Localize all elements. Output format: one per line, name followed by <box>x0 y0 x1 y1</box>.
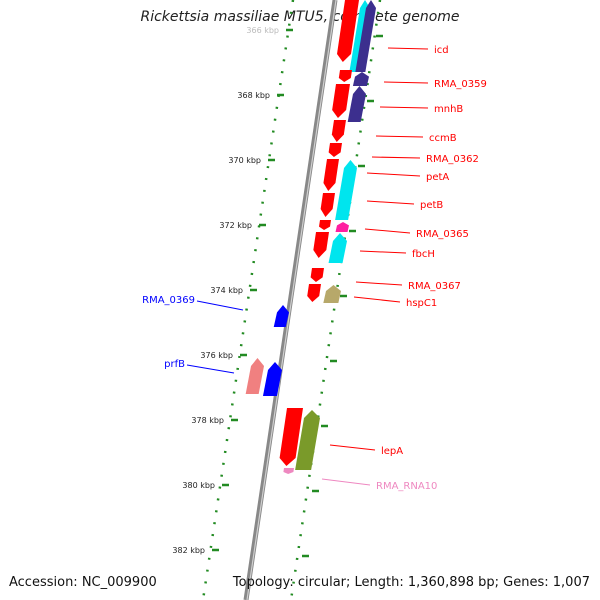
gene-rma0359-product <box>352 72 369 86</box>
gene-callout-line <box>366 200 415 205</box>
gene-label: mnhB <box>434 104 463 115</box>
gene-label: ccmB <box>429 133 457 144</box>
gene-hspC1-feature <box>307 284 321 302</box>
gene-label: RMA_0367 <box>408 281 461 292</box>
gene-callout-line <box>383 81 429 84</box>
dotted-tick-line <box>289 0 382 600</box>
gene-rma0359-feature <box>338 70 352 82</box>
gene-cds-feature <box>355 0 376 72</box>
tick-dot-lines <box>201 0 382 600</box>
gene-features <box>245 0 376 474</box>
gene-fbcH-product <box>328 233 347 263</box>
scale-tick-label: 366 kbp <box>246 26 279 35</box>
scale-tick-label: 380 kbp <box>182 481 215 490</box>
scale-tick-label: 374 kbp <box>210 286 243 295</box>
scale-tick-label: 370 kbp <box>228 156 261 165</box>
gene-label: prfB <box>164 359 185 370</box>
gene-label: RMA_0362 <box>426 154 479 165</box>
topology-label: Topology: circular; Length: 1,360,898 bp… <box>232 575 590 590</box>
gene-rma0367-feature <box>310 268 324 282</box>
gene-icd-feature <box>337 0 359 62</box>
map-title: Rickettsia massiliae MTU5, complete geno… <box>140 9 460 25</box>
gene-mnhB-product <box>347 86 366 122</box>
gene-hspC1-product <box>323 285 341 303</box>
gene-rna10-feature <box>283 468 294 474</box>
scale-tick-label: 378 kbp <box>191 416 224 425</box>
gene-rma0365-feature <box>319 220 331 230</box>
gene-callout-line <box>371 156 421 159</box>
gene-mnhB-feature <box>332 84 350 118</box>
gene-prfB-product <box>262 362 282 396</box>
gene-callout-line <box>321 478 371 486</box>
gene-petA-product <box>335 160 357 220</box>
scale-tick-label: 372 kbp <box>219 221 252 230</box>
accession-label: Accession: NC_009900 <box>9 575 157 590</box>
scale-tick-label: 376 kbp <box>200 351 233 360</box>
gene-label: petB <box>420 200 443 211</box>
gene-label: lepA <box>381 446 403 457</box>
gene-callout-line <box>387 47 429 50</box>
gene-callout-line <box>379 106 429 109</box>
gene-rma0362-feature <box>328 143 342 157</box>
scale-ticks: 366 kbp 368 kbp 370 kbp 372 kbp 374 kbp 376 k… <box>172 26 383 558</box>
scale-tick-label: 382 kbp <box>172 546 205 555</box>
scale-tick-label: 368 kbp <box>237 91 270 100</box>
gene-callout-line <box>329 444 376 451</box>
gene-callout-line <box>366 172 421 177</box>
gene-label: RMA_0359 <box>434 79 487 90</box>
gene-callout-line <box>353 296 401 303</box>
gene-label: petA <box>426 172 449 183</box>
gene-fbcH-feature <box>313 232 329 258</box>
gene-label: hspC1 <box>406 298 437 309</box>
gene-callout-line <box>196 300 244 311</box>
gene-rma0365-product <box>335 222 349 232</box>
gene-label: RMA_0365 <box>416 229 469 240</box>
gene-label: icd <box>434 45 449 56</box>
genome-backbone <box>243 0 338 600</box>
gene-label: RMA_RNA10 <box>376 481 437 492</box>
gene-callouts: icd RMA_0359 mnhB ccmB RMA_0362 petA petB RMA_0… <box>142 45 487 492</box>
gene-label: fbcH <box>412 249 435 260</box>
gene-callout-line <box>375 135 424 138</box>
gene-label: RMA_0369 <box>142 295 195 306</box>
gene-lepA-feature <box>279 408 303 466</box>
gene-petA-feature <box>323 159 339 191</box>
dotted-tick-line <box>201 0 295 600</box>
gene-callout-line <box>359 250 407 254</box>
gene-ccmB-feature <box>331 120 346 142</box>
gene-callout-line <box>355 281 403 286</box>
gene-callout-line <box>186 364 235 374</box>
gene-prfB-feature <box>245 358 264 394</box>
genome-backbone-highlight <box>246 0 337 600</box>
gene-lepA-product <box>295 410 320 470</box>
gene-petB-feature <box>320 193 335 217</box>
gene-callout-line <box>364 228 411 234</box>
gene-rma0369-feature <box>273 305 289 327</box>
